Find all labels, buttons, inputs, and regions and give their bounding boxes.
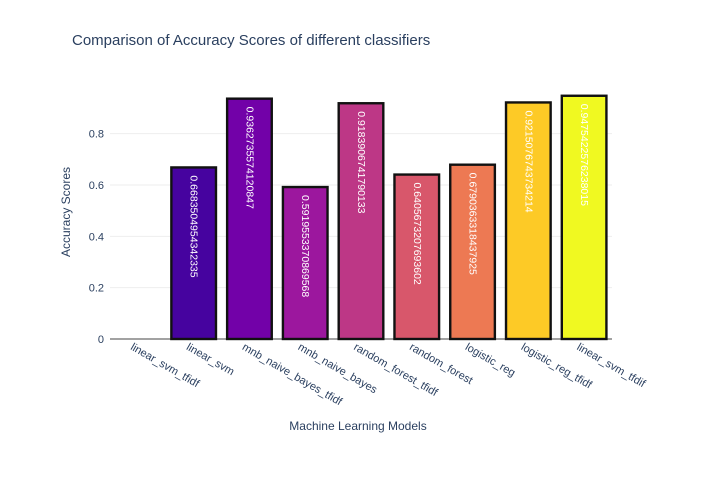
chart-title: Comparison of Accuracy Scores of differe… xyxy=(72,32,430,49)
bar-logistic_reg_tfidf xyxy=(504,101,552,341)
bars xyxy=(170,94,608,341)
bar-value-labels: 0.6683504954342335 0.9362735574120847 0.59… xyxy=(188,104,590,298)
bar-value-label: 0.9362735574120847 xyxy=(243,107,255,209)
bar-value-label: 0.6790363318437925 xyxy=(467,173,479,275)
y-tick-label: 0.8 xyxy=(89,129,104,141)
bar-linear_svm xyxy=(170,166,218,341)
y-tick-label: 0.2 xyxy=(89,283,104,295)
y-tick-label: 0 xyxy=(98,334,104,346)
x-axis-title: Machine Learning Models xyxy=(289,419,426,433)
y-tick-label: 0.4 xyxy=(89,231,104,243)
y-axis-title: Accuracy Scores xyxy=(59,167,73,257)
bar-value-label: 0.5919553370869568 xyxy=(299,195,311,297)
x-tick-label: linear_svm xyxy=(184,341,236,378)
bar-value-label: 0.9183906741790133 xyxy=(355,111,367,213)
y-axis-ticks: 0 0.2 0.4 0.6 0.8 xyxy=(89,129,104,346)
bar-random_forest_tfidf xyxy=(337,102,385,341)
bar-random_forest xyxy=(393,173,441,341)
bar-value-label: 0.6405673207693602 xyxy=(411,183,423,285)
x-tick-label: mnb_naive_bayes_tfidf xyxy=(240,341,345,408)
y-tick-label: 0.6 xyxy=(89,180,104,192)
bar-logistic_reg xyxy=(449,163,497,341)
bar-mnb_naive_bayes_tfidf xyxy=(225,97,273,341)
bar-linear_svm_tfdif xyxy=(560,94,608,341)
bar-value-label: 0.9475422576238015 xyxy=(578,104,590,206)
bar-value-label: 0.6683504954342335 xyxy=(188,175,200,277)
bar-mnb_naive_bayes xyxy=(281,185,329,341)
bar-value-label: 0.9215076743734214 xyxy=(522,110,534,212)
